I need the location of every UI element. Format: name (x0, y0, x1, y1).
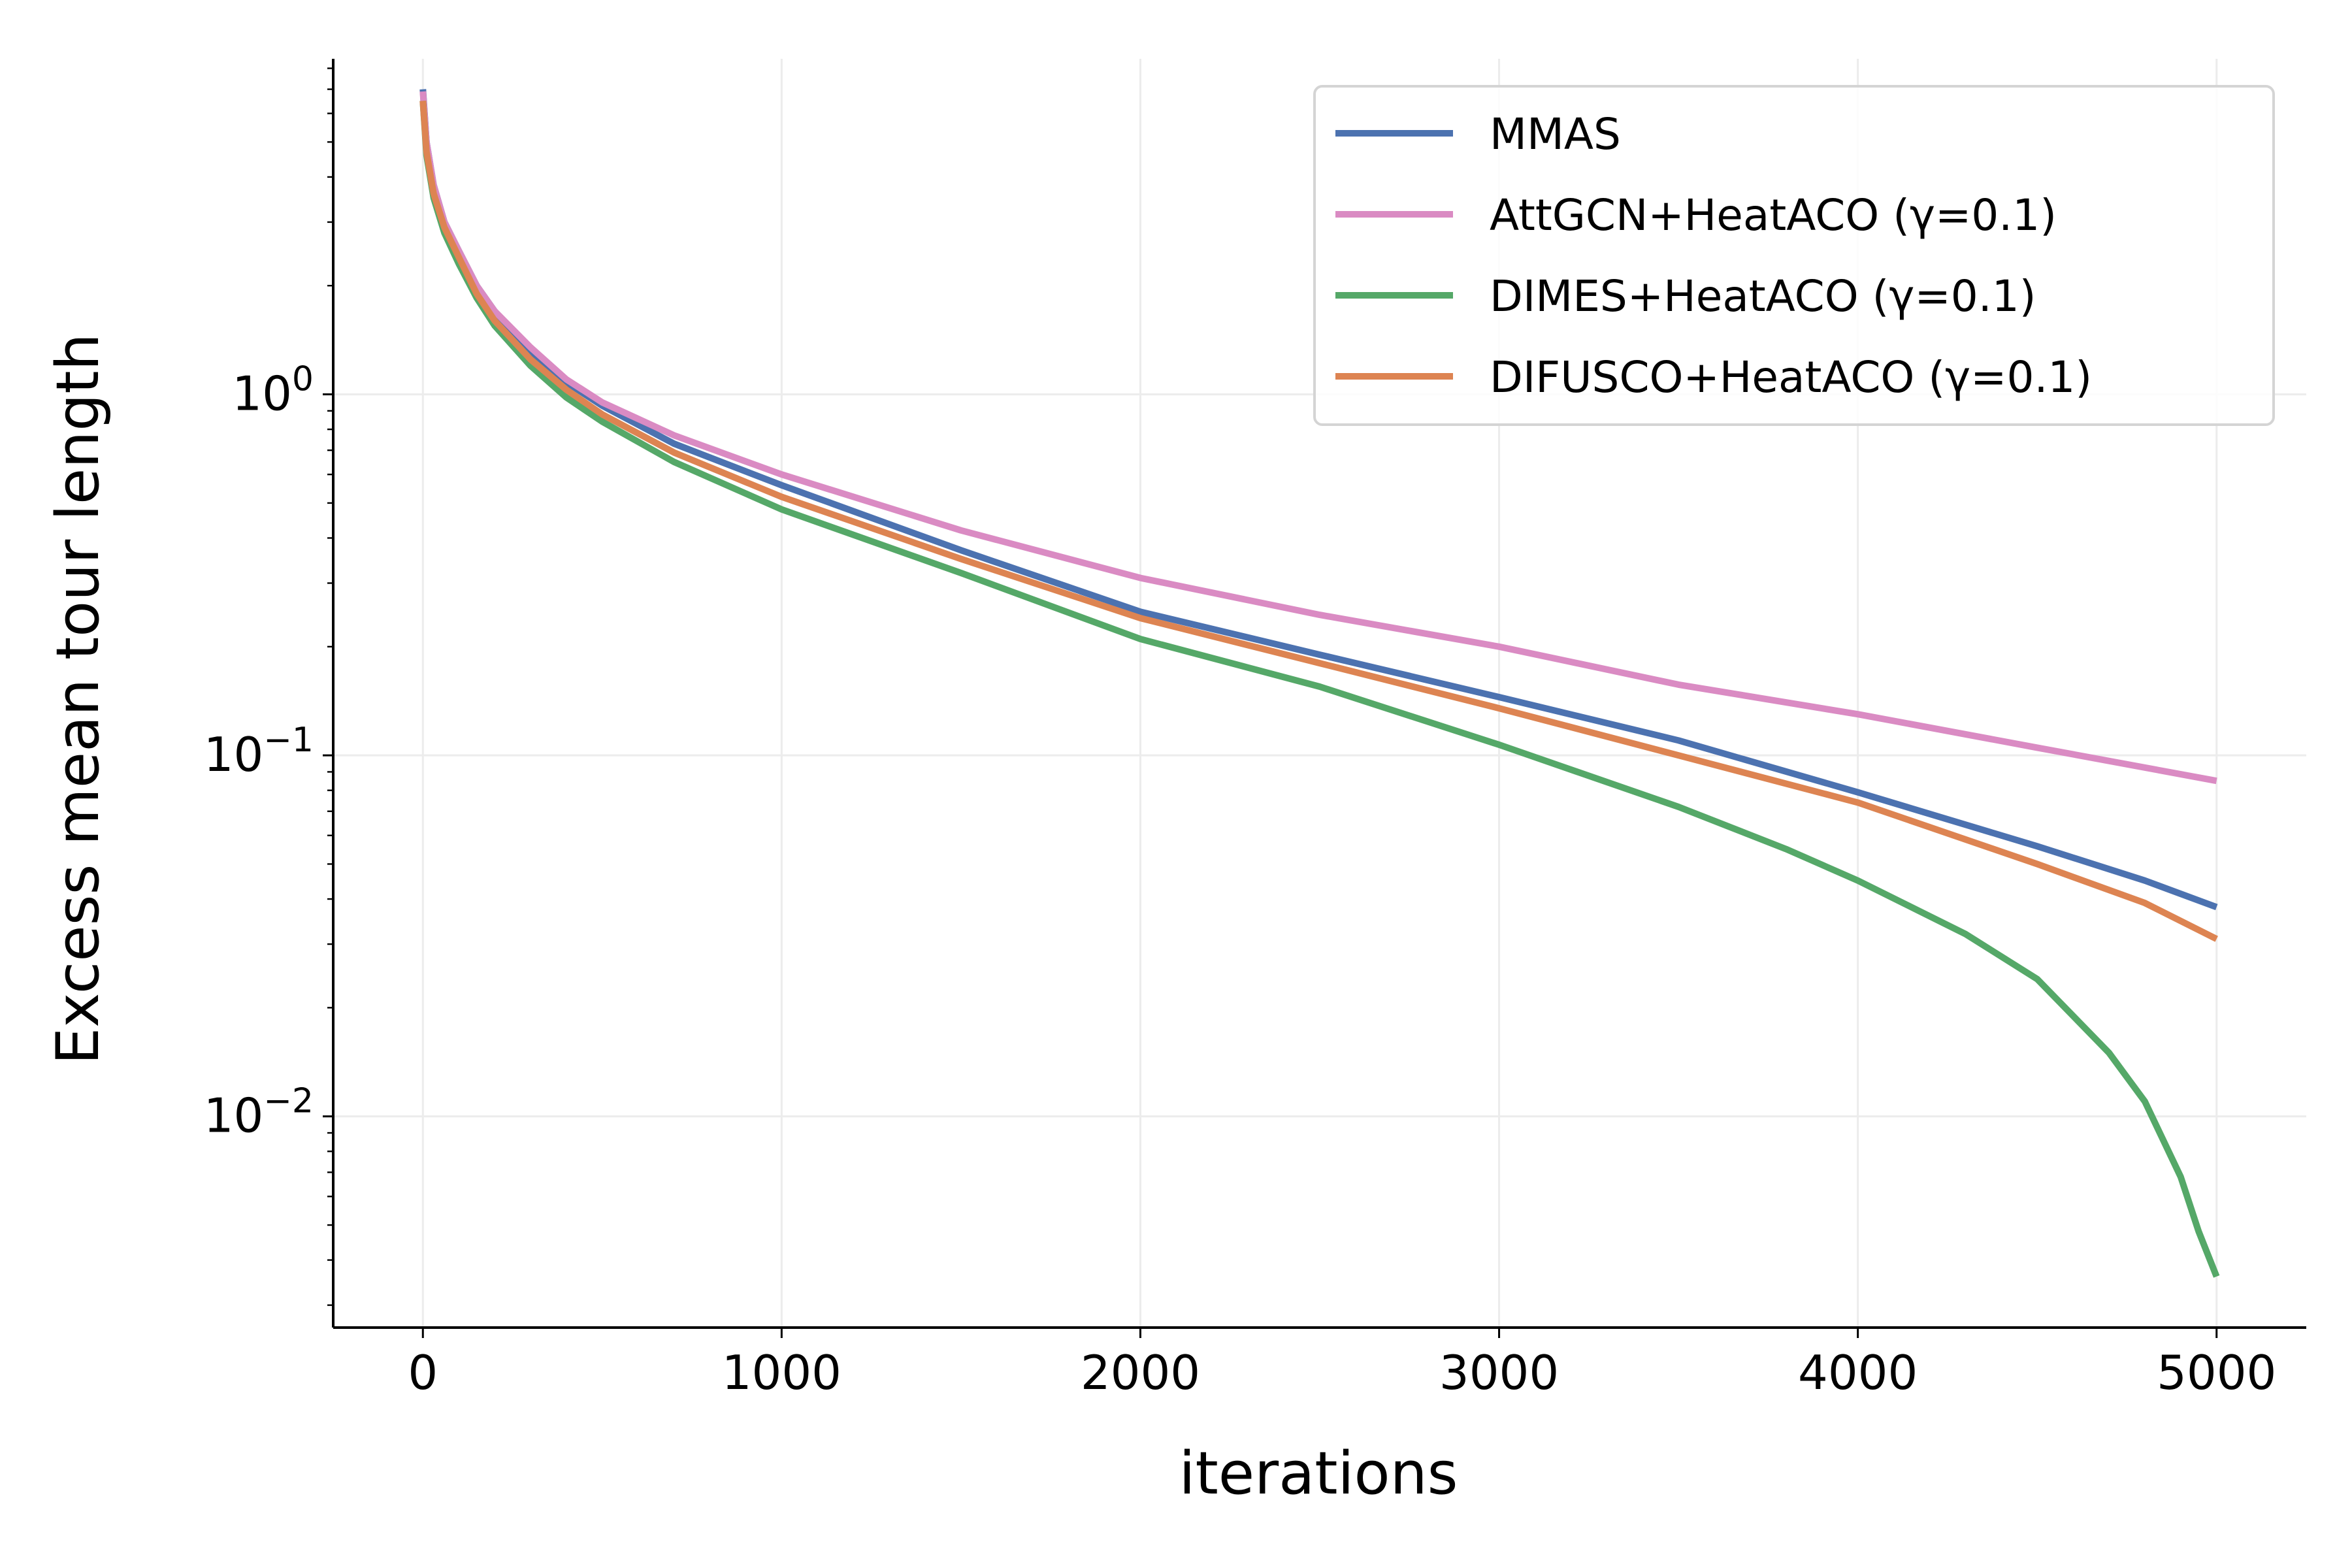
y-tick-label: 10−1 (204, 721, 314, 782)
legend-label: DIMES+HeatACO (γ=0.1) (1490, 271, 2036, 321)
legend: MMAS AttGCN+HeatACO (γ=0.1) DIMES+HeatACO … (1313, 85, 2275, 426)
x-tick-label: 1000 (722, 1345, 841, 1400)
legend-label: MMAS (1490, 109, 1621, 159)
series-line-3 (419, 101, 2218, 942)
x-tick-label: 0 (408, 1345, 438, 1400)
x-tick-label: 3000 (1439, 1345, 1559, 1400)
y-tick-label: 10−2 (204, 1082, 314, 1143)
series-lines (419, 89, 2220, 1278)
legend-label: AttGCN+HeatACO (γ=0.1) (1490, 190, 2057, 240)
x-tick-label: 2000 (1081, 1345, 1200, 1400)
y-axis-title: Excess mean tour length (44, 333, 112, 1065)
x-tick-label: 5000 (2157, 1345, 2276, 1400)
y-tick-label: 100 (232, 360, 314, 421)
legend-label: DIFUSCO+HeatACO (γ=0.1) (1490, 352, 2092, 402)
x-tick-label: 4000 (1798, 1345, 1918, 1400)
x-axis-title: iterations (1179, 1439, 1458, 1508)
ticks: 0 1000 2000 3000 4000 5000 100 10−1 10−2 (204, 67, 2276, 1400)
legend-box (1313, 85, 2275, 426)
